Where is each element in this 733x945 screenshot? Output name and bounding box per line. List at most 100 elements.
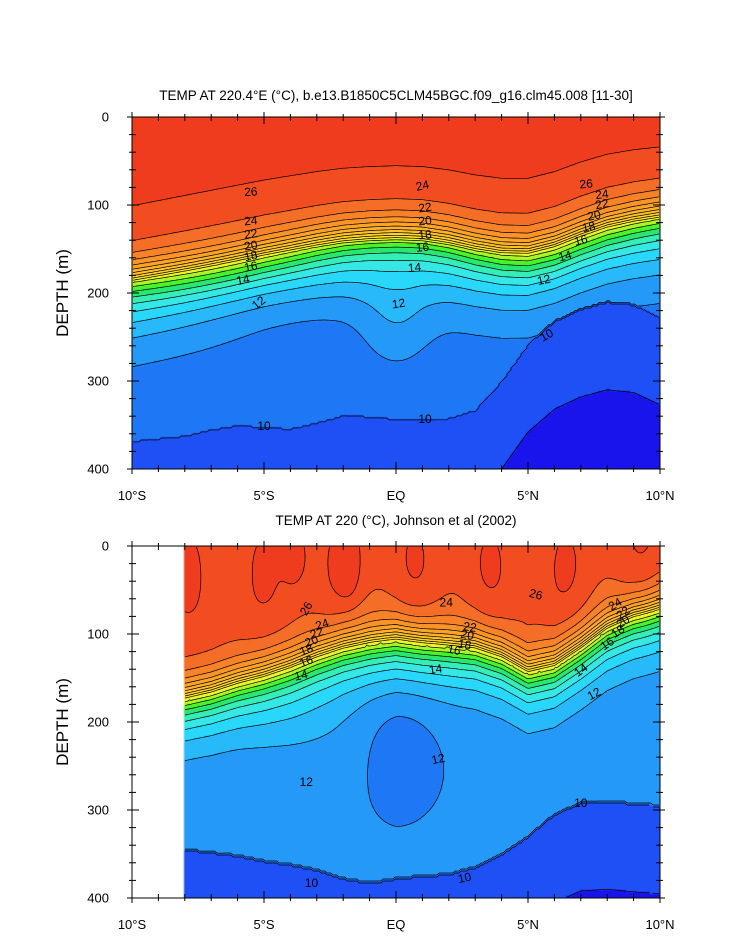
- contour-label: 24: [440, 595, 454, 609]
- top-isotherm-lines: [132, 146, 660, 469]
- contour-label: 10: [537, 326, 556, 345]
- isotherm-18: [132, 223, 660, 287]
- contour-label: 16: [573, 232, 590, 249]
- contour-label: 18: [418, 227, 433, 242]
- isotherm-10: [185, 802, 659, 884]
- isotherm-19: [184, 612, 660, 703]
- y-tick-label: 300: [87, 803, 109, 818]
- contour-label-text: 12: [430, 751, 446, 768]
- contour-label: 24: [244, 213, 259, 228]
- isotherm-20: [132, 216, 660, 281]
- isotherm-14: [184, 640, 660, 730]
- contour-label-text: 12: [300, 775, 314, 789]
- isotherm-16: [132, 233, 659, 298]
- isotherm-28: [132, 177, 660, 241]
- contour-label-text: 22: [462, 619, 477, 635]
- isotherm-9: [502, 389, 660, 469]
- contour-label-text: 18: [581, 219, 597, 236]
- contour-label-text: 10: [418, 412, 432, 426]
- contour-label: 20: [586, 207, 602, 224]
- x-tick-label: 10°S: [118, 917, 147, 932]
- contour-label: 16: [298, 652, 316, 670]
- y-tick-label: 400: [87, 462, 109, 477]
- y-tick-label: 100: [87, 627, 109, 642]
- contour-label: 26: [244, 184, 258, 199]
- bottom-isotherm-lines: [184, 546, 660, 898]
- contour-label-text: 26: [244, 184, 258, 199]
- contour-label: 12: [430, 751, 446, 768]
- contour-label: 22: [594, 196, 610, 212]
- x-tick-label: EQ: [387, 488, 406, 503]
- contour-label-text: 26: [297, 599, 316, 618]
- isotherm-15: [184, 632, 660, 722]
- contour-label: 16: [415, 240, 430, 255]
- contour-label: 22: [417, 200, 432, 216]
- contour-label-text: 22: [417, 200, 432, 216]
- contour-label-text: 22: [308, 624, 326, 642]
- contour-label-text: 22: [594, 196, 610, 212]
- isotherm-20: [184, 609, 660, 699]
- panel-bottom: TEMP AT 220 (°C), Johnson et al (2002) 1…: [53, 513, 675, 932]
- contour-label-text: 14: [235, 271, 251, 288]
- contour-label-text: 10: [537, 326, 556, 345]
- y-tick-label: 300: [87, 374, 109, 389]
- contour-label: 12: [536, 271, 552, 288]
- isotherm-12: [132, 274, 660, 339]
- contour-label: 24: [606, 595, 625, 614]
- contour-label-text: 26: [528, 586, 545, 603]
- contour-label: 16: [243, 258, 259, 275]
- contour-label: 26: [528, 586, 545, 603]
- contour-label-text: 20: [243, 237, 259, 253]
- contour-label: 14: [407, 260, 422, 275]
- isotherm-28: [184, 571, 660, 658]
- isotherm-15: [132, 240, 660, 304]
- isotherm-22: [132, 212, 660, 276]
- isotherm-17: [132, 228, 660, 292]
- top-axis-ticks: 10°S 5°S EQ 5°N 10°N 0 100 200 300 400: [87, 110, 674, 504]
- isotherm-17: [184, 620, 660, 711]
- contour-label: 12: [300, 775, 314, 789]
- y-tick-label: 200: [87, 715, 109, 730]
- isotherm-23: [184, 602, 660, 692]
- contour-label: 10: [257, 419, 271, 433]
- top-panel-title: TEMP AT 220.4°E (°C), b.e13.B1850C5CLM45…: [159, 88, 633, 103]
- contour-label: 22: [243, 226, 258, 242]
- contour-label: 14: [557, 247, 574, 264]
- isotherm-18: [184, 616, 660, 706]
- contour-label: 24: [594, 186, 609, 202]
- isotherm-10: [133, 301, 660, 443]
- contour-label-text: 24: [440, 595, 454, 609]
- contour-label: 10: [305, 876, 319, 890]
- contour-label-text: 20: [303, 632, 321, 650]
- contour-label-text: 18: [418, 227, 433, 242]
- contour-label-text: 20: [418, 213, 433, 228]
- isotherm-9: [566, 888, 660, 898]
- contour-label-text: 12: [536, 271, 552, 288]
- contour-label: 12: [391, 296, 406, 312]
- contour-label: 18: [243, 248, 259, 265]
- contour-label: 22: [462, 619, 477, 635]
- top-y-axis-label: DEPTH (m): [53, 249, 72, 337]
- isotherm-27: [132, 189, 660, 253]
- isotherm-23: [132, 209, 660, 273]
- x-tick-label: 5°N: [517, 488, 539, 503]
- isotherm-11: [132, 300, 660, 367]
- bottom-temperature-field: [132, 546, 660, 898]
- isotherm-26: [184, 590, 660, 679]
- y-tick-label: 0: [102, 110, 109, 125]
- contour-label-text: 16: [446, 642, 462, 659]
- isotherm-22: [184, 604, 660, 694]
- contour-label: 20: [460, 627, 476, 643]
- contour-label-text: 24: [594, 186, 609, 202]
- contour-label-text: 24: [314, 615, 331, 633]
- contour-label-text: 12: [585, 684, 604, 703]
- isotherm-13: [185, 651, 660, 742]
- contour-label-text: 18: [243, 248, 259, 265]
- contour-label-text: 16: [298, 652, 316, 670]
- contour-label: 26: [579, 176, 594, 191]
- isotherm-26: [132, 196, 660, 260]
- isotherm-11: [185, 716, 659, 882]
- isotherm-29: [184, 546, 648, 613]
